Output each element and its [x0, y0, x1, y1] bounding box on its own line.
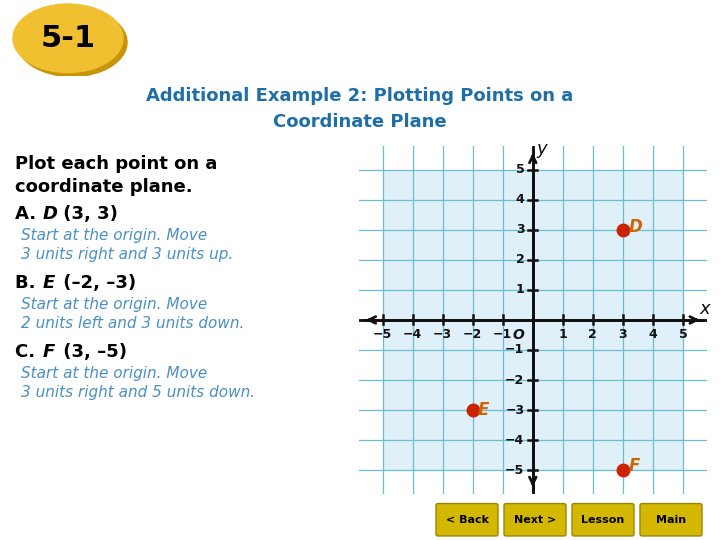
- Text: Main: Main: [656, 515, 686, 525]
- Text: F: F: [43, 343, 55, 361]
- Text: O: O: [513, 328, 524, 342]
- Text: 5-1: 5-1: [40, 24, 96, 53]
- Text: 1: 1: [516, 284, 524, 296]
- Text: (–2, –3): (–2, –3): [57, 274, 136, 292]
- Text: −2: −2: [463, 328, 482, 341]
- Text: © HOLT McDOUGAL, All Rights Reserved: © HOLT McDOUGAL, All Rights Reserved: [8, 515, 233, 525]
- Text: Lesson: Lesson: [581, 515, 625, 525]
- Text: −3: −3: [433, 328, 452, 341]
- Text: −3: −3: [505, 403, 524, 416]
- Text: B.: B.: [15, 274, 42, 292]
- Text: −5: −5: [373, 328, 392, 341]
- Text: A.: A.: [15, 205, 42, 223]
- Text: 3: 3: [516, 224, 524, 237]
- FancyBboxPatch shape: [504, 503, 566, 536]
- Text: 1: 1: [559, 328, 567, 341]
- Text: Plot each point on a: Plot each point on a: [15, 156, 217, 173]
- Text: Start at the origin. Move: Start at the origin. Move: [21, 366, 207, 381]
- Text: Next >: Next >: [514, 515, 556, 525]
- Ellipse shape: [14, 4, 122, 70]
- Ellipse shape: [17, 8, 127, 77]
- Text: coordinate plane.: coordinate plane.: [15, 178, 193, 197]
- Text: 2: 2: [588, 328, 597, 341]
- Text: Start at the origin. Move: Start at the origin. Move: [21, 228, 207, 243]
- Text: E: E: [478, 401, 490, 419]
- Text: 3 units right and 3 units up.: 3 units right and 3 units up.: [21, 247, 233, 262]
- Text: 5: 5: [678, 328, 688, 341]
- Text: The Coordinate Plane: The Coordinate Plane: [140, 24, 508, 53]
- Text: 3 units right and 5 units down.: 3 units right and 5 units down.: [21, 385, 256, 400]
- Text: −4: −4: [403, 328, 423, 341]
- Text: (3, 3): (3, 3): [57, 205, 118, 223]
- FancyBboxPatch shape: [640, 503, 702, 536]
- Text: 2 units left and 3 units down.: 2 units left and 3 units down.: [21, 316, 245, 331]
- Text: −1: −1: [493, 328, 513, 341]
- Text: −2: −2: [505, 374, 524, 387]
- Text: D: D: [43, 205, 58, 223]
- Text: Additional Example 2: Plotting Points on a: Additional Example 2: Plotting Points on…: [146, 86, 574, 105]
- FancyBboxPatch shape: [572, 503, 634, 536]
- Text: < Back: < Back: [446, 515, 488, 525]
- Text: E: E: [43, 274, 55, 292]
- Text: C.: C.: [15, 343, 42, 361]
- Text: −5: −5: [505, 463, 524, 477]
- Text: x: x: [699, 300, 710, 319]
- Text: y: y: [536, 140, 547, 158]
- Text: 5: 5: [516, 163, 524, 177]
- Text: D: D: [629, 219, 642, 237]
- Text: (3, –5): (3, –5): [57, 343, 127, 361]
- Text: 4: 4: [516, 193, 524, 206]
- Text: −1: −1: [505, 343, 524, 356]
- Text: 3: 3: [618, 328, 627, 341]
- Text: F: F: [629, 457, 639, 476]
- Bar: [382, 170, 683, 470]
- Text: Start at the origin. Move: Start at the origin. Move: [21, 297, 207, 312]
- Text: Coordinate Plane: Coordinate Plane: [273, 113, 447, 131]
- FancyBboxPatch shape: [436, 503, 498, 536]
- Text: 2: 2: [516, 253, 524, 266]
- Text: 4: 4: [649, 328, 657, 341]
- Ellipse shape: [13, 4, 123, 72]
- Text: −4: −4: [505, 434, 524, 447]
